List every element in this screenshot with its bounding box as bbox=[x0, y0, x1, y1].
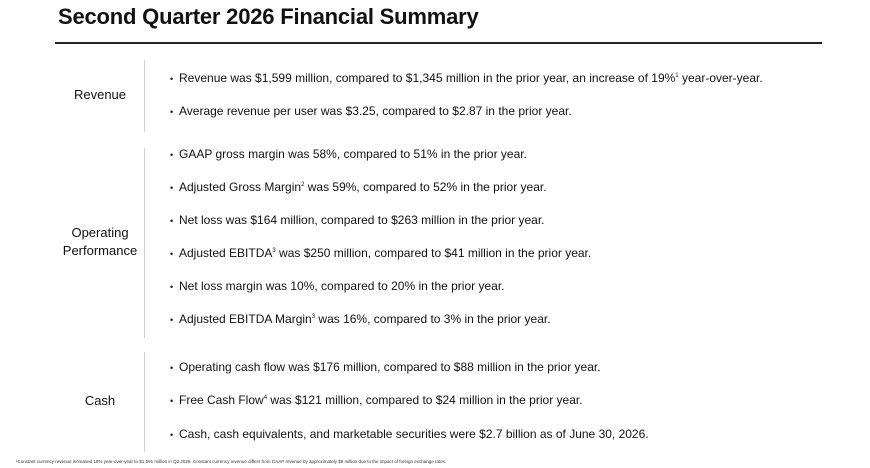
section-divider-revenue bbox=[144, 60, 145, 132]
bullet-dot: • bbox=[170, 363, 174, 373]
footnote-ref: 3 bbox=[311, 314, 316, 320]
footnote: ¹Constant currency revenue increased 18%… bbox=[16, 459, 447, 464]
bullet-text: GAAP gross margin was 58%, compared to 5… bbox=[179, 147, 527, 161]
bullet-item: • Cash, cash equivalents, and marketable… bbox=[170, 427, 649, 447]
bullet-item: • Revenue was $1,599 million, compared t… bbox=[170, 71, 763, 91]
bullet-dot: • bbox=[170, 430, 174, 440]
bullet-dot: • bbox=[170, 315, 174, 325]
section-divider-operating-performance bbox=[144, 148, 145, 338]
bullet-dot: • bbox=[170, 249, 174, 259]
bullet-text: Adjusted EBITDA Margin3 was 16%, compare… bbox=[179, 312, 551, 326]
bullet-text: Net loss margin was 10%, compared to 20%… bbox=[179, 279, 505, 293]
section-label-cash: Cash bbox=[84, 393, 116, 408]
bullet-item: • Net loss was $164 million, compared to… bbox=[170, 213, 545, 233]
bullet-text: Cash, cash equivalents, and marketable s… bbox=[179, 427, 649, 441]
bullet-item: • GAAP gross margin was 58%, compared to… bbox=[170, 147, 527, 167]
bullet-item: • Net loss margin was 10%, compared to 2… bbox=[170, 279, 505, 299]
bullet-dot: • bbox=[170, 74, 174, 84]
bullet-item: • Operating cash flow was $176 million, … bbox=[170, 360, 601, 380]
title-divider bbox=[55, 42, 822, 44]
footnote-ref: 2 bbox=[301, 182, 305, 188]
bullet-text: Adjusted Gross Margin2 was 59%, compared… bbox=[179, 180, 547, 194]
bullet-dot: • bbox=[170, 396, 174, 406]
bullet-dot: • bbox=[170, 150, 174, 160]
section-label-operating-performance: Operating Performance bbox=[62, 225, 138, 258]
section-label-revenue: Revenue bbox=[73, 87, 127, 102]
footnote-ref: 4 bbox=[263, 395, 268, 401]
bullet-dot: • bbox=[170, 282, 174, 292]
bullet-dot: • bbox=[170, 216, 174, 226]
bullet-item: • Adjusted EBITDA3 was $250 million, com… bbox=[170, 246, 591, 266]
bullet-text: Adjusted EBITDA3 was $250 million, compa… bbox=[179, 246, 592, 260]
bullet-dot: • bbox=[170, 183, 174, 193]
section-divider-cash bbox=[144, 352, 145, 452]
bullet-item: • Free Cash Flow4 was $121 million, comp… bbox=[170, 393, 583, 413]
bullet-item: • Adjusted Gross Margin2 was 59%, compar… bbox=[170, 180, 547, 200]
page-title: Second Quarter 2026 Financial Summary bbox=[58, 4, 479, 29]
bullet-text: Revenue was $1,599 million, compared to … bbox=[179, 71, 763, 85]
bullet-text: Operating cash flow was $176 million, co… bbox=[179, 360, 601, 374]
footnote-ref: 3 bbox=[272, 248, 276, 254]
bullet-item: • Average revenue per user was $3.25, co… bbox=[170, 104, 572, 124]
footnote-ref: 1 bbox=[675, 73, 679, 79]
bullet-item: • Adjusted EBITDA Margin3 was 16%, compa… bbox=[170, 312, 551, 332]
bullet-text: Average revenue per user was $3.25, comp… bbox=[179, 104, 572, 118]
bullet-text: Net loss was $164 million, compared to $… bbox=[179, 213, 545, 227]
bullet-dot: • bbox=[170, 107, 174, 117]
bullet-text: Free Cash Flow4 was $121 million, compar… bbox=[179, 393, 583, 407]
